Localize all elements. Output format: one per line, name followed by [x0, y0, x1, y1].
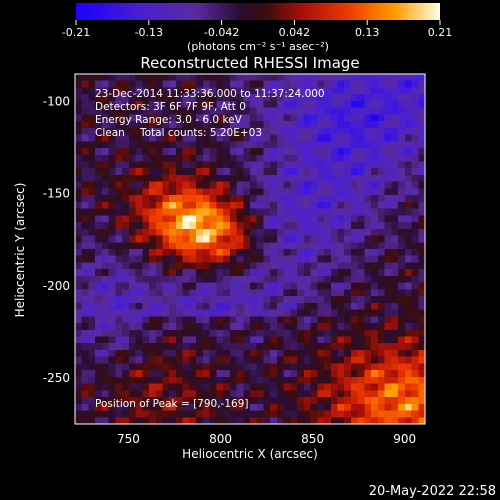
colorbar — [76, 3, 440, 20]
x-tick-label: 900 — [393, 432, 416, 446]
colorbar-tick-label: -0.21 — [62, 26, 90, 39]
annotation-energy-range: Energy Range: 3.0 - 6.0 keV — [95, 114, 243, 126]
y-tick-label: -100 — [43, 95, 70, 109]
footer-timestamp: 20-May-2022 22:58 — [369, 484, 496, 499]
x-axis-label: Heliocentric X (arcsec) — [182, 447, 318, 461]
annotation-time-range: 23-Dec-2014 11:33:36.000 to 11:37:24.000 — [95, 88, 325, 100]
colorbar-tick-label: 0.042 — [279, 26, 311, 39]
colorbar-unit-label: (photons cm⁻² s⁻¹ asec⁻²) — [187, 40, 329, 53]
colorbar-tick-label: -0.13 — [135, 26, 163, 39]
colorbar-tick-label: 0.21 — [428, 26, 453, 39]
annotation-total-counts: Total counts: 5.20E+03 — [139, 127, 262, 139]
annotation-peak-position: Position of Peak = [790,-169] — [95, 398, 249, 410]
plot-frame-top — [74, 73, 426, 425]
y-axis-label: Heliocentric Y (arcsec) — [13, 183, 27, 318]
y-tick-label: -250 — [43, 371, 70, 385]
y-tick-label: -150 — [43, 187, 70, 201]
x-tick-label: 850 — [301, 432, 324, 446]
annotation-detectors: Detectors: 3F 6F 7F 9F, Att 0 — [95, 101, 246, 113]
annotation-method: Clean — [95, 127, 125, 139]
chart-title: Reconstructed RHESSI Image — [140, 54, 359, 72]
colorbar-tick-label: 0.13 — [355, 26, 380, 39]
x-tick-label: 750 — [117, 432, 140, 446]
x-tick-label: 800 — [209, 432, 232, 446]
y-tick-label: -200 — [43, 279, 70, 293]
heatmap-image — [75, 74, 425, 424]
colorbar-ticks: -0.21 -0.13 -0.042 0.042 0.13 0.21 — [62, 20, 452, 39]
colorbar-tick-label: -0.042 — [204, 26, 239, 39]
